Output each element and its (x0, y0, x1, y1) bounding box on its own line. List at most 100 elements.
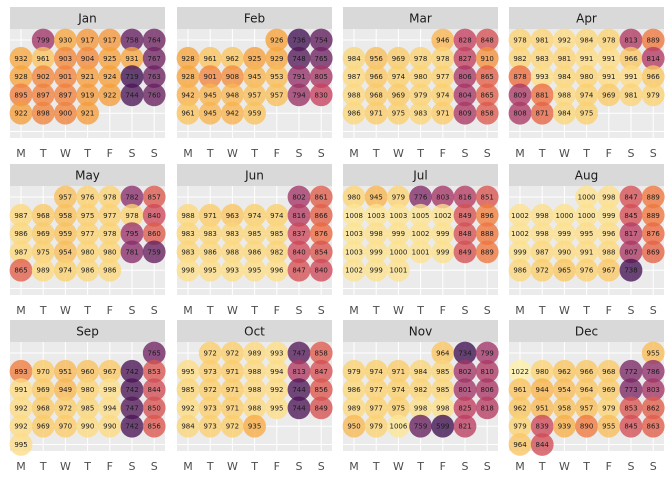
day-point (508, 101, 532, 125)
day-point (409, 203, 432, 227)
day-value-label: 983 (204, 230, 217, 238)
day-point (98, 185, 122, 209)
day-point (641, 46, 665, 70)
day-point (553, 101, 576, 125)
weekday-tick-label: T (582, 304, 590, 317)
day-point (287, 378, 311, 401)
weekday-tick-label: T (416, 147, 424, 160)
panel-strip (509, 7, 664, 29)
day-point (575, 203, 598, 227)
day-point (287, 258, 311, 282)
day-value-label: 806 (481, 386, 495, 394)
day-point (409, 222, 432, 246)
day-point (198, 378, 222, 401)
day-value-label: 954 (59, 248, 73, 256)
day-value-label: 840 (292, 248, 305, 256)
day-value-label: 818 (481, 404, 494, 412)
day-point (453, 101, 477, 125)
day-value-label: 849 (458, 248, 471, 256)
day-value-label: 736 (292, 37, 306, 45)
panel-strip (177, 320, 332, 342)
day-point (641, 396, 665, 420)
day-point (575, 28, 598, 52)
weekday-tick-label: T (206, 304, 214, 317)
day-point (54, 222, 77, 246)
day-point (243, 101, 266, 125)
day-value-label: 860 (148, 230, 161, 238)
day-point (387, 414, 410, 438)
day-point (176, 46, 200, 70)
weekday-tick-label: S (628, 147, 635, 160)
day-value-label: 974 (270, 212, 284, 220)
day-point (597, 240, 621, 264)
day-value-label: 987 (536, 248, 549, 256)
day-value-label: 991 (14, 386, 27, 394)
day-value-label: 966 (624, 55, 638, 63)
day-point (98, 222, 122, 246)
day-value-label: 949 (59, 386, 72, 394)
day-value-label: 999 (602, 212, 615, 220)
day-point (76, 240, 99, 264)
panel-strip-label: Apr (576, 12, 597, 26)
month-panel-may: May 957 976 978 782 857 987 968 958 975 977 978 840 9… (9, 164, 166, 317)
day-value-label: 1002 (511, 230, 529, 238)
day-point (120, 203, 144, 227)
weekday-tick-label: S (650, 147, 657, 160)
day-value-label: 902 (37, 73, 50, 81)
month-panel-nov: Nov 964 734 799 979 974 971 984 985 802 810 986 977 9… (342, 320, 499, 473)
day-point (387, 65, 410, 88)
day-value-label: 1008 (345, 212, 363, 220)
day-point (120, 240, 144, 264)
day-value-label: 764 (148, 37, 162, 45)
day-value-label: 773 (624, 386, 637, 394)
day-point (553, 203, 576, 227)
day-point (409, 414, 432, 438)
day-value-label: 985 (436, 368, 449, 376)
day-value-label: 917 (103, 37, 116, 45)
day-value-label: 971 (370, 110, 383, 118)
day-point (431, 185, 455, 209)
day-value-label: 816 (458, 194, 472, 202)
day-value-label: 966 (580, 368, 594, 376)
day-value-label: 805 (315, 73, 328, 81)
day-point (243, 203, 266, 227)
day-value-label: 975 (392, 110, 405, 118)
day-point (142, 359, 166, 383)
day-value-label: 991 (624, 73, 637, 81)
day-value-label: 839 (536, 423, 549, 431)
weekday-tick-label: W (393, 147, 404, 160)
day-point (597, 359, 621, 383)
panel-strip (509, 320, 664, 342)
day-point (120, 378, 144, 401)
day-point (9, 203, 33, 227)
day-point (31, 359, 55, 383)
day-value-label: 992 (558, 37, 571, 45)
day-value-label: 968 (370, 91, 383, 99)
day-point (575, 359, 598, 383)
day-value-label: 973 (204, 368, 217, 376)
day-point (9, 396, 33, 420)
day-point (597, 46, 621, 70)
day-value-label: 893 (14, 368, 27, 376)
day-value-label: 821 (458, 423, 471, 431)
day-point (530, 83, 554, 107)
day-point (530, 258, 554, 282)
day-value-label: 986 (347, 386, 361, 394)
day-value-label: 980 (536, 368, 549, 376)
day-value-label: 970 (59, 423, 72, 431)
day-point (9, 359, 33, 383)
day-value-label: 986 (248, 248, 262, 256)
day-point (198, 240, 222, 264)
day-point (508, 65, 532, 88)
day-value-label: 969 (392, 91, 405, 99)
day-point (221, 101, 244, 125)
day-point (409, 46, 432, 70)
day-point (54, 65, 77, 88)
day-point (198, 396, 222, 420)
day-point (409, 185, 432, 209)
day-point (120, 28, 144, 52)
day-point (453, 83, 477, 107)
day-point (508, 396, 532, 420)
day-value-label: 991 (602, 73, 615, 81)
day-point (597, 222, 621, 246)
